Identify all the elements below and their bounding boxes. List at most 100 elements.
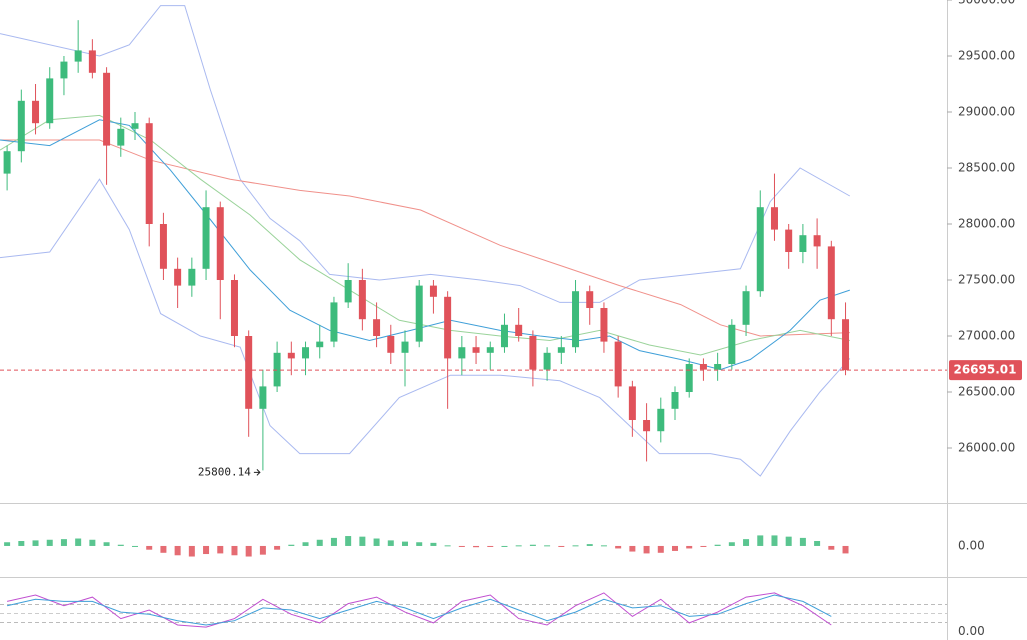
macd-bar: [259, 545, 266, 555]
y-tick-label: 29500.00: [958, 49, 1015, 63]
candle-body: [273, 352, 281, 387]
macd-bar: [714, 544, 721, 546]
last-price-box: [949, 360, 1022, 381]
macd-tick-label: 0.00: [958, 538, 985, 552]
macd-bar: [657, 545, 664, 553]
low-annotation: 25800.14: [198, 465, 251, 478]
candle-body: [188, 268, 196, 286]
macd-bar: [46, 539, 53, 546]
macd-bar: [458, 545, 465, 547]
macd-bar: [515, 545, 522, 547]
macd-bar: [146, 545, 153, 550]
macd-bar: [700, 545, 707, 547]
macd-bar: [373, 538, 380, 546]
candle-body: [103, 72, 111, 146]
candle-body: [529, 336, 537, 370]
candle-body: [572, 291, 580, 348]
macd-bar: [615, 545, 622, 549]
candle-body: [159, 224, 167, 269]
macd-bar: [103, 542, 110, 546]
macd-bar: [387, 540, 394, 546]
candle-body: [415, 285, 423, 342]
macd-bar: [117, 544, 124, 546]
candle-body: [486, 347, 494, 353]
macd-bar: [160, 545, 167, 553]
macd-bar: [416, 542, 423, 546]
candle-body: [3, 151, 11, 174]
macd-bar: [4, 542, 11, 546]
macd-bar: [359, 536, 366, 546]
candle-body: [657, 408, 665, 432]
candle-body: [699, 364, 707, 370]
candle-body: [827, 246, 835, 320]
macd-bar: [572, 545, 579, 547]
y-tick-label: 26000.00: [958, 441, 1015, 455]
macd-bar: [188, 545, 195, 557]
candle-body: [373, 319, 381, 337]
candle-body: [714, 364, 722, 370]
candle-body: [770, 207, 778, 230]
y-tick-label: 28500.00: [958, 161, 1015, 175]
macd-bar: [586, 544, 593, 546]
macd-bar: [330, 537, 337, 546]
macd-bar: [757, 535, 764, 546]
candle-body: [145, 123, 153, 225]
candle-body: [429, 285, 437, 297]
candle-body: [344, 280, 352, 303]
candle-body: [230, 280, 238, 337]
candle-body: [728, 324, 736, 365]
candle-body: [316, 341, 324, 348]
candle-body: [358, 280, 366, 320]
candle-body: [799, 235, 807, 253]
candle-body: [500, 324, 508, 348]
macd-bar: [89, 539, 96, 546]
candle-body: [785, 229, 793, 253]
macd-bar: [288, 544, 295, 546]
macd-bar: [814, 541, 821, 546]
candle-body: [756, 207, 764, 292]
macd-bar: [643, 545, 650, 554]
macd-bar: [672, 545, 678, 551]
candle-body: [117, 128, 125, 146]
candle-body: [287, 352, 295, 359]
macd-bar: [686, 545, 693, 549]
macd-bar: [743, 539, 750, 546]
macd-bar: [558, 545, 565, 547]
candle-body: [472, 347, 480, 353]
candle-body: [600, 308, 608, 342]
macd-bar: [302, 542, 309, 546]
macd-bar: [345, 536, 352, 546]
candle-body: [515, 324, 523, 337]
candle-body: [245, 336, 253, 409]
candle-body: [685, 364, 693, 393]
macd-bar: [842, 545, 849, 554]
y-tick-label: 28000.00: [958, 217, 1015, 231]
candle-body: [643, 420, 651, 432]
candle-body: [543, 352, 551, 370]
macd-bar: [231, 545, 238, 556]
candle-body: [444, 296, 452, 359]
macd-bar: [32, 540, 39, 546]
candle-body: [88, 50, 96, 73]
candle-body: [458, 347, 466, 359]
y-tick-label: 29000.00: [958, 105, 1015, 119]
macd-bar: [245, 545, 252, 557]
macd-bar: [274, 545, 281, 550]
candle-body: [74, 50, 82, 62]
candle-body: [174, 268, 182, 286]
y-tick-label: 26500.00: [958, 385, 1015, 399]
macd-bar: [629, 545, 636, 552]
macd-bar: [203, 545, 210, 555]
macd-bar: [174, 545, 181, 556]
macd-bar: [217, 545, 224, 554]
macd-bar: [18, 541, 25, 546]
macd-bar: [785, 536, 792, 546]
macd-bar: [60, 539, 67, 546]
macd-bar: [473, 545, 480, 548]
macd-bar: [402, 541, 408, 546]
candle-body: [32, 100, 40, 124]
macd-bar: [600, 545, 607, 547]
macd-bar: [828, 545, 835, 550]
